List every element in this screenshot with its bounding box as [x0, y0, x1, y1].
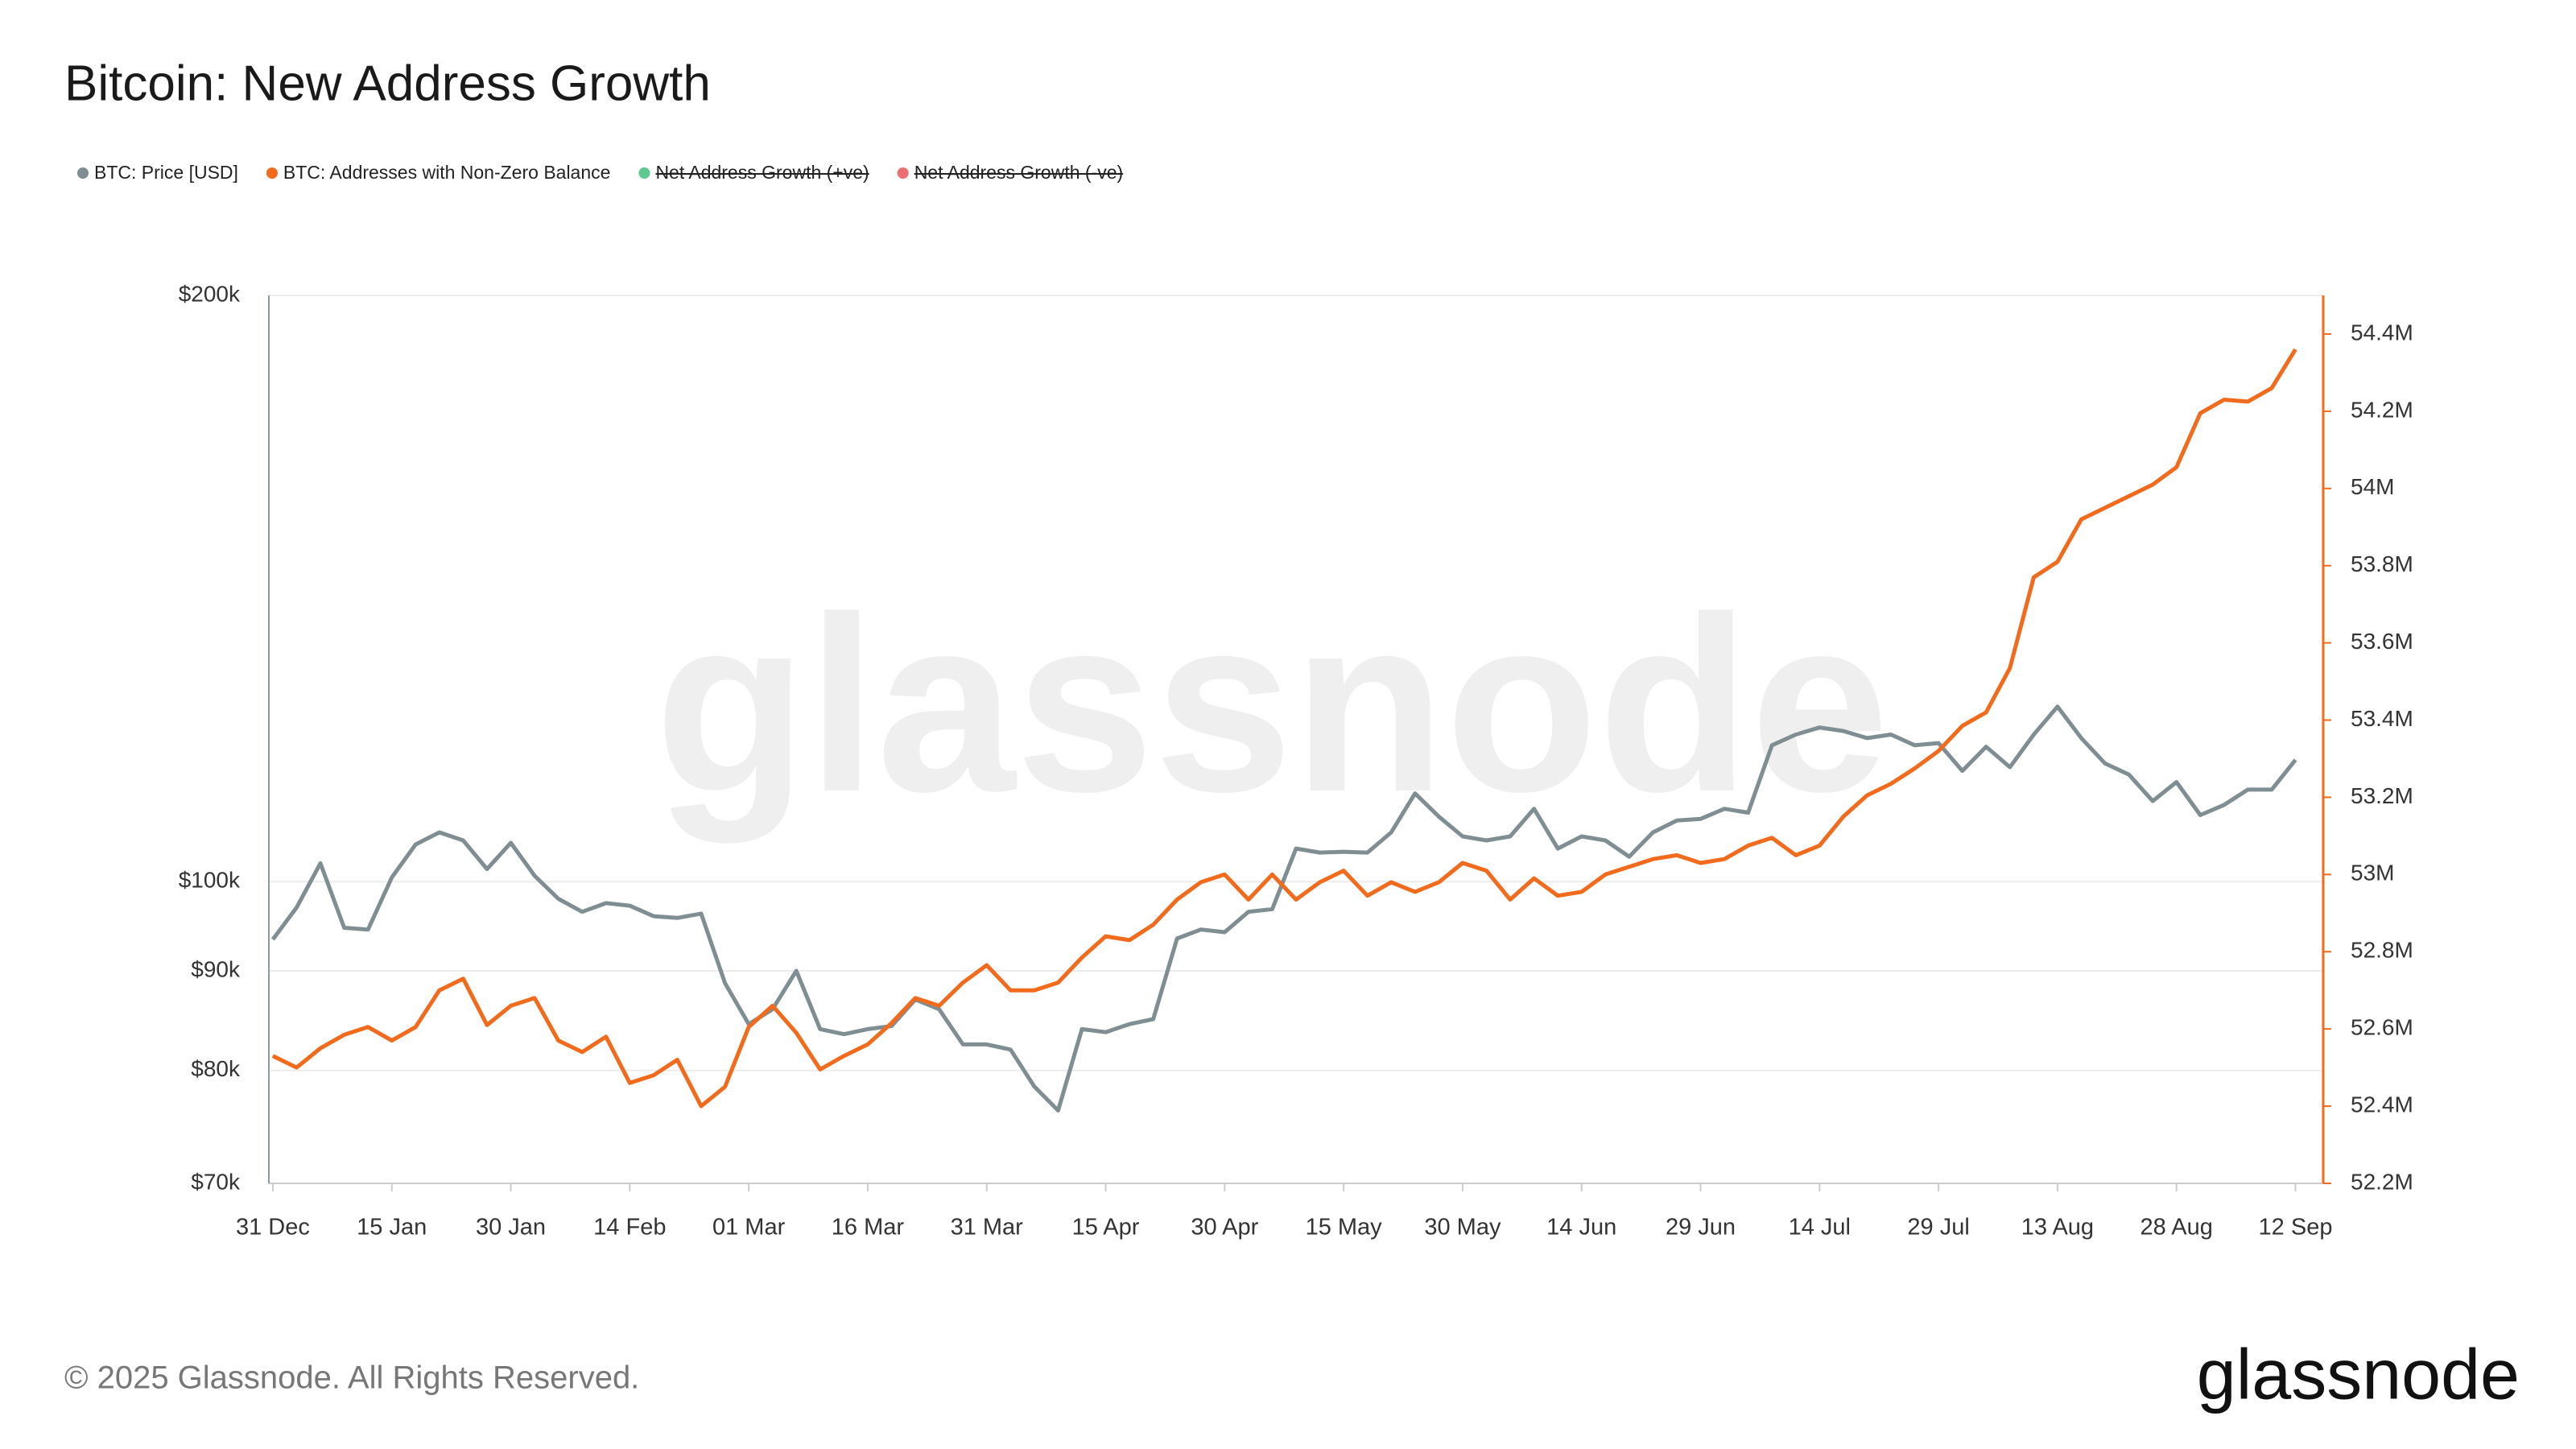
legend-label: BTC: Addresses with Non-Zero Balance	[283, 162, 611, 183]
y2-tick-label: 54.2M	[2351, 397, 2413, 422]
copyright: © 2025 Glassnode. All Rights Reserved.	[64, 1360, 639, 1396]
y2-tick-label: 53.2M	[2351, 783, 2413, 808]
x-tick-label: 13 Aug	[2021, 1215, 2094, 1241]
logo: glassnode	[2197, 1334, 2520, 1414]
x-tick-label: 30 Apr	[1191, 1215, 1258, 1241]
y2-tick-label: 52.4M	[2351, 1092, 2413, 1117]
x-tick-label: 15 Apr	[1072, 1215, 1140, 1241]
legend-marker	[638, 167, 650, 179]
y2-tick-label: 53M	[2351, 861, 2394, 886]
legend-marker	[897, 167, 909, 179]
legend-marker	[77, 167, 89, 179]
x-tick-label: 14 Jul	[1789, 1215, 1851, 1241]
legend-label: Net Address Growth (+ve)	[655, 162, 869, 183]
legend-label: BTC: Price [USD]	[94, 162, 238, 183]
y2-tick-label: 54.4M	[2351, 320, 2413, 345]
chart-title: Bitcoin: New Address Growth	[64, 56, 711, 111]
x-tick-label: 16 Mar	[832, 1215, 905, 1241]
y-tick-label: $200k	[179, 281, 241, 306]
x-tick-label: 12 Sep	[2259, 1215, 2333, 1241]
x-tick-label: 31 Mar	[951, 1215, 1024, 1241]
x-tick-label: 15 Jan	[357, 1215, 427, 1241]
x-tick-label: 29 Jun	[1666, 1215, 1736, 1241]
x-tick-label: 15 May	[1306, 1215, 1383, 1241]
series-line	[270, 704, 2297, 1113]
x-tick-label: 31 Dec	[236, 1215, 310, 1241]
legend-marker	[266, 167, 278, 179]
y-tick-label: $100k	[179, 868, 241, 893]
y-tick-label: $70k	[191, 1169, 241, 1194]
series-line	[271, 348, 2297, 1108]
y2-tick-label: 53.4M	[2351, 706, 2413, 731]
x-tick-label: 14 Feb	[593, 1215, 666, 1241]
x-tick-label: 30 Jan	[476, 1215, 546, 1241]
x-tick-label: 01 Mar	[712, 1215, 786, 1241]
y2-tick-label: 54M	[2351, 474, 2394, 499]
x-tick-label: 28 Aug	[2140, 1215, 2213, 1241]
x-tick-label: 30 May	[1424, 1215, 1501, 1241]
y-tick-label: $90k	[191, 956, 241, 981]
y2-tick-label: 52.2M	[2351, 1169, 2413, 1194]
legend-label: Net Address Growth (-ve)	[914, 162, 1123, 183]
y-tick-label: $80k	[191, 1056, 241, 1081]
x-tick-label: 29 Jul	[1907, 1215, 1969, 1241]
watermark: glassnode	[654, 564, 1889, 845]
y2-tick-label: 53.8M	[2351, 551, 2413, 576]
y2-tick-label: 53.6M	[2351, 629, 2413, 654]
y2-tick-label: 52.8M	[2351, 938, 2413, 963]
x-tick-label: 14 Jun	[1546, 1215, 1616, 1241]
y2-tick-label: 52.6M	[2351, 1015, 2413, 1040]
